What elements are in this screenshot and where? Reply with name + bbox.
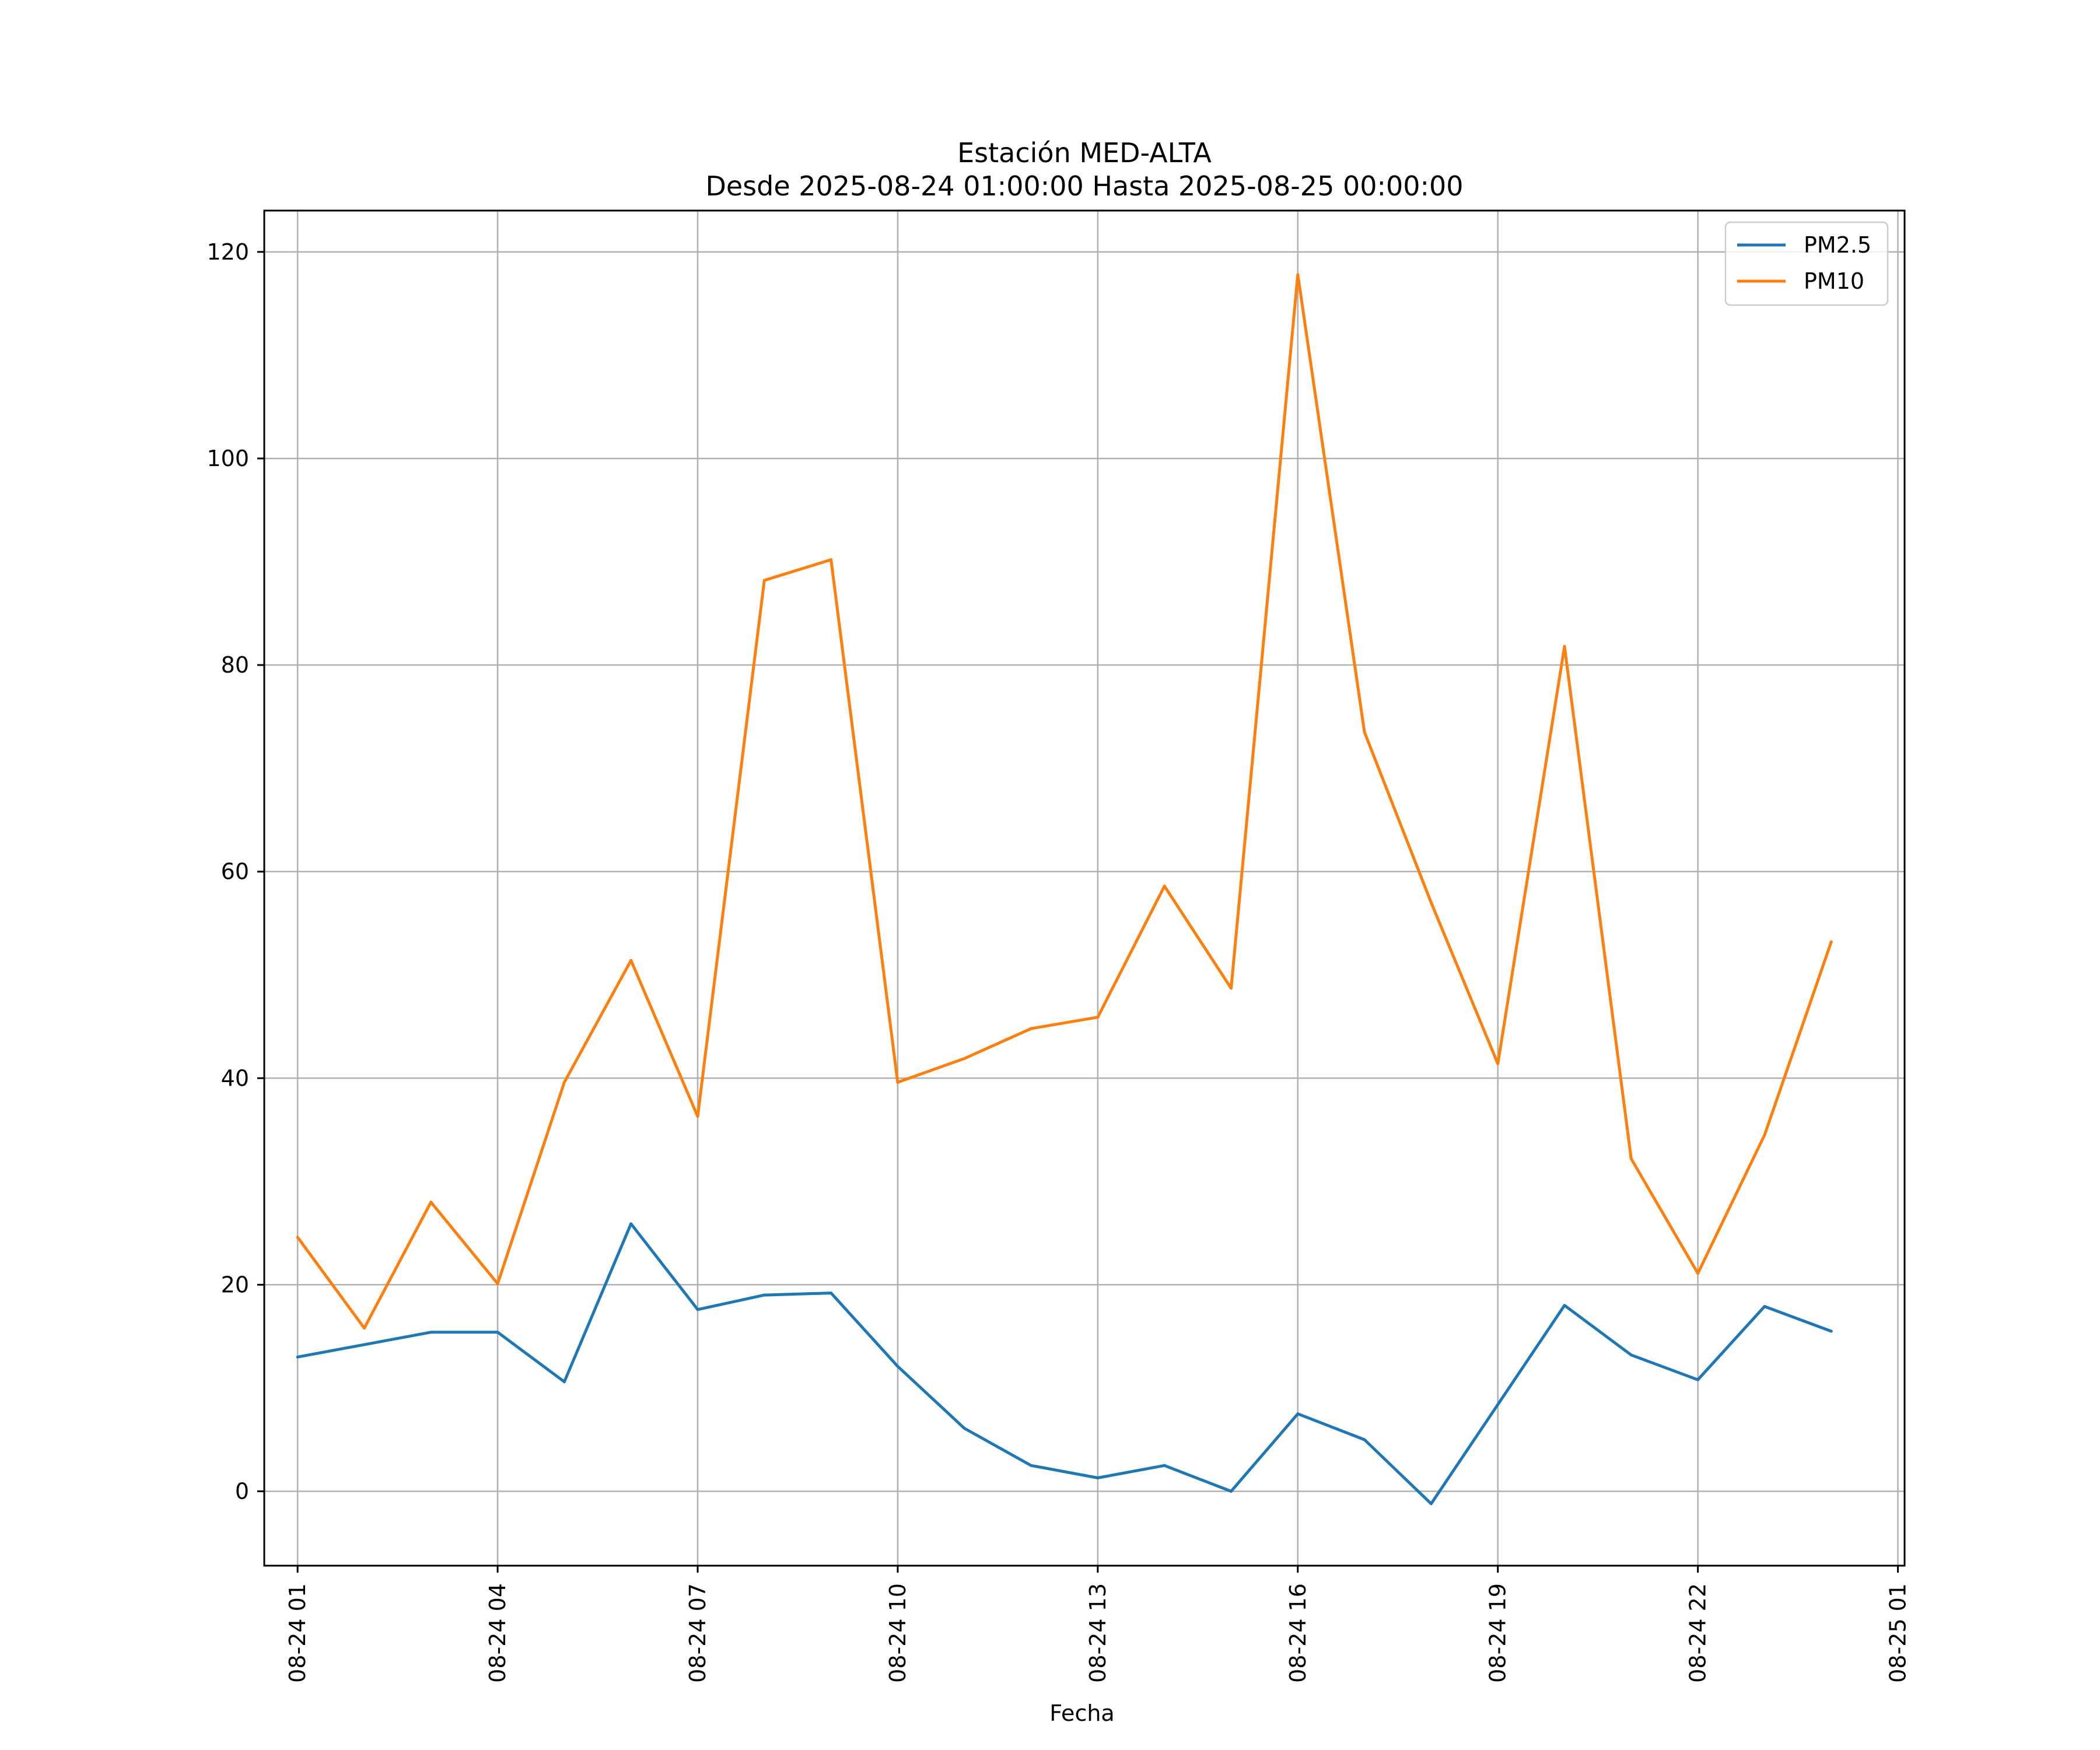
plot-area-frame [263, 209, 1906, 1567]
data-point-pm10 [1429, 901, 1433, 904]
data-point-pm25 [1096, 1476, 1100, 1480]
series-line-pm25 [297, 1222, 1832, 1506]
data-point-pm10 [629, 958, 633, 962]
data-point-pm10 [429, 1200, 433, 1204]
data-point-pm10 [762, 579, 766, 582]
x-tick-label: 08-24 07 [685, 1583, 710, 1683]
data-point-pm25 [496, 1331, 499, 1334]
legend-box [1724, 221, 1889, 306]
data-point-pm10 [1363, 730, 1366, 734]
data-point-pm10 [1563, 645, 1566, 648]
data-point-pm10 [296, 1236, 299, 1239]
grid [264, 211, 1905, 1566]
data-point-pm25 [562, 1380, 566, 1384]
data-point-pm10 [696, 1115, 699, 1118]
data-point-pm25 [1763, 1305, 1766, 1308]
data-point-pm10 [896, 1080, 900, 1084]
legend-label-pm10: PM10 [1804, 268, 1864, 294]
data-point-pm25 [629, 1222, 633, 1226]
y-tick-label: 60 [221, 859, 249, 884]
y-tick-label: 40 [221, 1065, 249, 1091]
legend: PM2.5 PM10 [1724, 221, 1889, 306]
data-point-pm25 [429, 1331, 433, 1334]
data-point-pm25 [963, 1427, 966, 1430]
data-point-pm10 [562, 1080, 566, 1084]
x-tick-label: 08-24 04 [485, 1583, 510, 1683]
y-tick-label: 100 [206, 446, 249, 471]
y-tick-label: 20 [221, 1272, 249, 1297]
x-tick-label: 08-24 22 [1685, 1583, 1711, 1683]
x-tick-label: 08-24 19 [1485, 1583, 1511, 1683]
x-axis-label: Fecha [1049, 1700, 1114, 1726]
data-point-pm10 [1229, 986, 1233, 990]
legend-label-pm25: PM2.5 [1804, 232, 1871, 258]
data-point-pm25 [362, 1343, 366, 1346]
data-point-pm25 [1163, 1464, 1166, 1467]
data-point-pm10 [1030, 1027, 1033, 1030]
data-point-pm25 [1496, 1403, 1500, 1406]
data-point-pm25 [1829, 1329, 1833, 1333]
chart-subtitle: Desde 2025-08-24 01:00:00 Hasta 2025-08-… [705, 170, 1463, 202]
data-point-pm25 [1696, 1378, 1700, 1381]
data-point-pm10 [1763, 1133, 1766, 1137]
data-point-pm25 [696, 1308, 699, 1311]
data-point-pm10 [1296, 273, 1300, 276]
data-point-pm10 [1829, 940, 1833, 944]
data-point-pm10 [362, 1326, 366, 1330]
x-tick-label: 08-25 01 [1885, 1583, 1911, 1683]
data-point-pm25 [762, 1293, 766, 1297]
x-tick-label: 08-24 16 [1285, 1583, 1311, 1683]
data-point-pm25 [1030, 1464, 1033, 1467]
data-point-pm25 [1296, 1412, 1300, 1416]
data-point-pm25 [896, 1364, 900, 1368]
data-point-pm10 [1163, 884, 1166, 888]
data-point-pm10 [830, 558, 833, 561]
data-point-pm25 [830, 1292, 833, 1295]
series-line-pm10 [296, 273, 1833, 1330]
data-point-pm25 [1363, 1438, 1366, 1441]
series-layer [296, 273, 1833, 1506]
data-point-pm10 [1496, 1062, 1500, 1065]
data-point-pm10 [1096, 1016, 1100, 1019]
x-tick-label: 08-24 13 [1085, 1583, 1111, 1683]
y-axis: 0 20 40 60 80 100 120 [206, 239, 264, 1504]
data-point-pm25 [296, 1355, 299, 1359]
y-tick-label: 80 [221, 652, 249, 678]
x-tick-label: 08-24 01 [285, 1583, 310, 1683]
data-point-pm25 [1563, 1304, 1566, 1307]
x-axis: 08-24 01 08-24 04 08-24 07 08-24 10 08-24 13… [285, 1566, 1911, 1683]
chart-title: Estación MED-ALTA [957, 137, 1212, 169]
data-point-pm10 [496, 1282, 499, 1286]
data-point-pm10 [1696, 1272, 1700, 1275]
data-point-pm25 [1629, 1353, 1633, 1357]
data-point-pm10 [963, 1057, 966, 1060]
data-point-pm10 [1629, 1157, 1633, 1160]
y-tick-label: 120 [206, 239, 249, 265]
data-point-pm25 [1429, 1502, 1433, 1506]
x-tick-label: 08-24 10 [885, 1583, 911, 1683]
data-point-pm25 [1229, 1490, 1233, 1493]
y-tick-label: 0 [235, 1479, 249, 1504]
